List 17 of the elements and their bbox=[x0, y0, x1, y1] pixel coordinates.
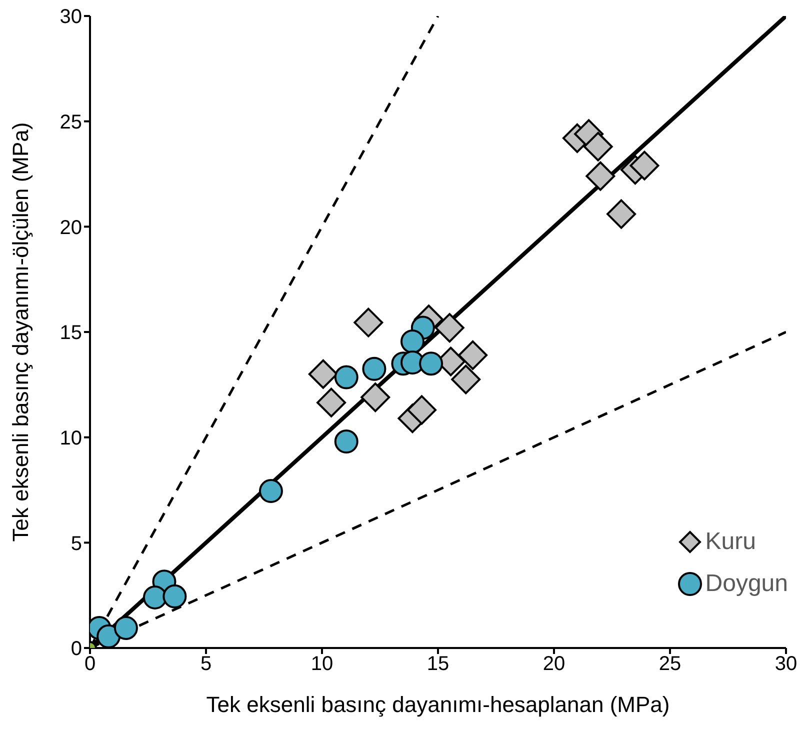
x-tick-label: 25 bbox=[658, 653, 682, 676]
x-tick-label: 20 bbox=[542, 653, 566, 676]
x-tick-label: 5 bbox=[200, 653, 212, 676]
legend-label: Kuru bbox=[705, 528, 756, 556]
y-axis-title: Tek eksenli basınç dayanımı-ölçülen (MPa) bbox=[8, 122, 33, 542]
y-tick-label: 30 bbox=[60, 6, 82, 28]
y-tick-label: 25 bbox=[60, 111, 82, 134]
x-axis-title: Tek eksenli basınç dayanımı-hesaplanan (MPa) bbox=[206, 692, 670, 717]
y-tick-label: 0 bbox=[70, 638, 82, 660]
x-tick-label: 10 bbox=[310, 653, 334, 676]
y-tick-label: 5 bbox=[70, 532, 82, 555]
x-tick-label: 15 bbox=[426, 653, 450, 676]
y-tick-label: 10 bbox=[60, 427, 82, 450]
y-tick-label: 20 bbox=[60, 216, 82, 239]
x-tick-label: 30 bbox=[774, 653, 798, 676]
y-tick-label: 15 bbox=[60, 322, 82, 344]
legend-label: Doygun bbox=[705, 570, 788, 598]
